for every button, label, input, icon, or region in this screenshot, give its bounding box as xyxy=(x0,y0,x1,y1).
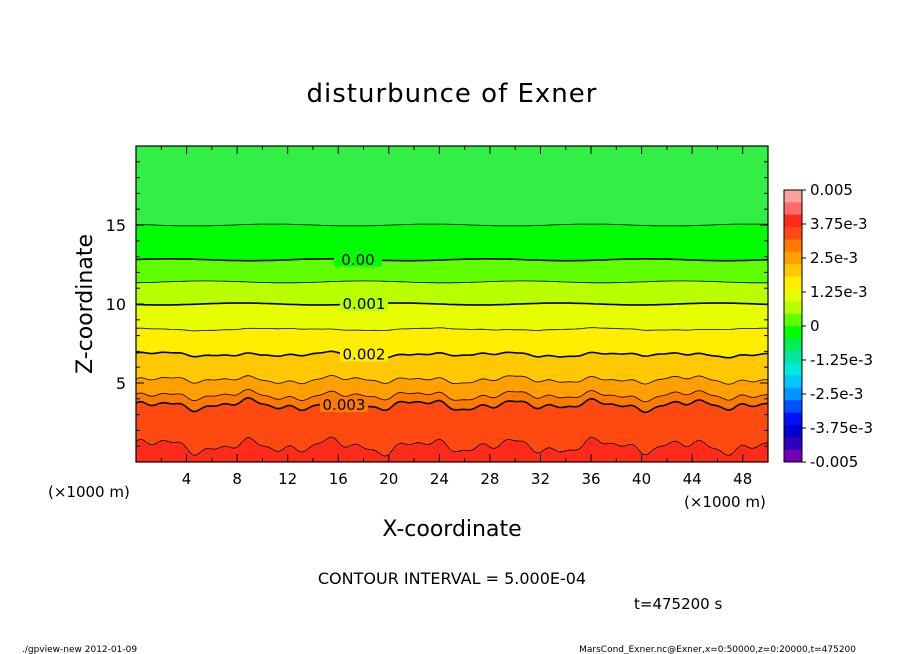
colorbar-swatch xyxy=(784,387,802,401)
contour-label-0: 0.00 xyxy=(341,251,374,269)
contour-line xyxy=(136,302,768,306)
colorbar xyxy=(784,190,802,463)
x-tick-label: 36 xyxy=(581,470,600,488)
colorbar-labels: 0.005 3.75e-3 2.5e-3 1.25e-3 0 -1.25e-3 … xyxy=(810,181,873,471)
contour-line xyxy=(136,350,768,359)
contour-line xyxy=(136,258,768,262)
colorbar-swatch xyxy=(784,190,802,203)
x-tick-label: 4 xyxy=(182,470,192,488)
colorbar-label: -0.005 xyxy=(810,453,858,471)
chart-title: disturbunce of Exner xyxy=(307,79,598,109)
contour-band xyxy=(136,258,768,283)
x-axis-label: X-coordinate xyxy=(382,517,521,542)
colorbar-swatch xyxy=(784,424,802,438)
colorbar-swatch xyxy=(784,449,802,463)
colorbar-label: -2.5e-3 xyxy=(810,385,863,403)
colorbar-swatch xyxy=(784,276,802,290)
colorbar-swatch xyxy=(784,437,802,451)
colorbar-swatch xyxy=(784,350,802,364)
x-tick-label: 16 xyxy=(329,470,348,488)
colorbar-swatch xyxy=(784,363,802,376)
colorbar-swatch xyxy=(784,202,802,216)
x-unit-right: (×1000 m) xyxy=(684,493,766,511)
colorbar-swatch xyxy=(784,239,802,253)
contour-band xyxy=(136,146,768,226)
x-unit-left: (×1000 m) xyxy=(48,483,130,501)
colorbar-label: -3.75e-3 xyxy=(810,419,873,437)
contour-line xyxy=(136,389,768,403)
colorbar-swatch xyxy=(784,326,802,339)
colorbar-label: 0.005 xyxy=(810,181,853,199)
colorbar-label: 0 xyxy=(810,317,820,335)
colorbar-label: 3.75e-3 xyxy=(810,215,868,233)
y-tick-label: 15 xyxy=(106,216,126,235)
contour-label-2: 0.002 xyxy=(343,346,386,364)
y-axis-ticks xyxy=(136,161,768,447)
colorbar-swatch xyxy=(784,251,802,265)
x-tick-label: 24 xyxy=(430,470,449,488)
contour-band xyxy=(136,303,768,331)
x-tick-label: 20 xyxy=(379,470,398,488)
contour-lines xyxy=(136,223,768,457)
colorbar-swatch xyxy=(784,214,802,228)
x-tick-label: 40 xyxy=(632,470,651,488)
colorbar-label: -1.25e-3 xyxy=(810,351,873,369)
contour-field xyxy=(136,146,768,462)
footer-right: MarsCond_Exner.nc@Exner,x=0:50000,z=0:20… xyxy=(579,645,856,654)
colorbar-swatch xyxy=(784,227,802,240)
contour-band xyxy=(136,280,768,305)
contour-band xyxy=(136,437,768,462)
footer-left: ./gpview-new 2012-01-09 xyxy=(22,645,137,654)
x-tick-label: 28 xyxy=(480,470,499,488)
x-tick-label: 12 xyxy=(278,470,297,488)
contour-interval-note: CONTOUR INTERVAL = 5.000E-04 xyxy=(318,569,586,588)
colorbar-swatch xyxy=(784,313,802,327)
x-axis-tick-labels: 4 8 12 16 20 24 28 32 36 40 44 48 xyxy=(182,470,752,488)
contour-line xyxy=(136,436,768,457)
x-tick-label: 44 xyxy=(683,470,702,488)
contour-label-gap xyxy=(320,398,368,413)
contour-label-gap xyxy=(340,297,388,311)
colorbar-swatch xyxy=(784,375,802,389)
contour-band xyxy=(136,224,768,261)
y-tick-label: 5 xyxy=(116,374,126,393)
colorbar-swatch xyxy=(784,400,802,414)
y-axis-label: Z-coordinate xyxy=(73,234,98,374)
contour-line xyxy=(136,374,768,385)
y-axis-tick-labels: 5 10 15 xyxy=(106,216,126,393)
x-axis-ticks xyxy=(160,146,744,462)
contour-label-gap xyxy=(334,252,382,267)
contour-label-1: 0.001 xyxy=(343,295,386,313)
contour-line xyxy=(136,327,768,332)
contour-label-3: 0.003 xyxy=(323,396,366,414)
contour-band xyxy=(136,327,768,358)
contour-line xyxy=(136,223,768,227)
colorbar-label: 2.5e-3 xyxy=(810,249,858,267)
contour-line xyxy=(136,280,768,284)
time-label: t=475200 s xyxy=(634,595,722,613)
contour-band xyxy=(136,351,768,385)
y-tick-label: 10 xyxy=(106,295,126,314)
colorbar-swatch xyxy=(784,338,802,352)
x-tick-label: 48 xyxy=(733,470,752,488)
contour-band xyxy=(136,398,768,457)
colorbar-swatch xyxy=(784,288,802,302)
colorbar-swatch xyxy=(784,264,802,278)
colorbar-swatch xyxy=(784,412,802,426)
contour-label-gap xyxy=(340,347,388,362)
x-tick-label: 8 xyxy=(232,470,242,488)
contour-labels: 0.00 0.001 0.002 0.003 xyxy=(320,251,388,414)
contour-line xyxy=(136,397,768,414)
colorbar-swatch xyxy=(784,301,802,315)
colorbar-label: 1.25e-3 xyxy=(810,283,868,301)
x-tick-label: 32 xyxy=(531,470,550,488)
colorbar-ticks xyxy=(802,189,806,463)
